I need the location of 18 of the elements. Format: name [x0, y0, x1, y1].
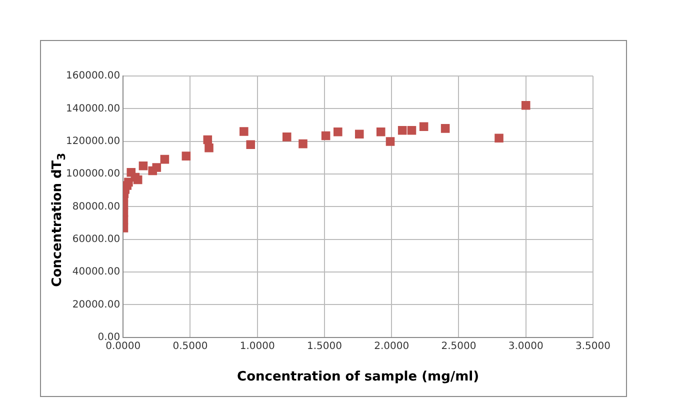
x-tick-label: 3.5000: [576, 340, 610, 352]
y-tick-label: 160000.00: [66, 70, 120, 82]
y-tick-label: 80000.00: [72, 201, 120, 212]
y-tick-label: 120000.00: [66, 136, 120, 147]
x-tick-label: 1.5000: [306, 340, 342, 352]
y-tick-label: 60000.00: [72, 234, 120, 245]
x-tick-label: 2.5000: [441, 340, 476, 352]
x-axis-title: Concentration of sample (mg/ml): [237, 370, 480, 385]
y-tick-label: 100000.00: [66, 168, 120, 180]
y-tick-label: 20000.00: [72, 299, 120, 310]
x-tick-label: 1.0000: [240, 340, 275, 352]
y-tick-label: 140000.00: [66, 103, 120, 114]
x-tick-label: 0.0000: [106, 340, 141, 352]
y-tick-label: 0.00: [98, 332, 120, 343]
x-tick-label: 3.0000: [508, 340, 544, 352]
x-tick-label: 0.5000: [172, 340, 208, 352]
y-tick-label: 40000.00: [72, 266, 120, 278]
x-tick-label: 2.0000: [374, 340, 410, 352]
